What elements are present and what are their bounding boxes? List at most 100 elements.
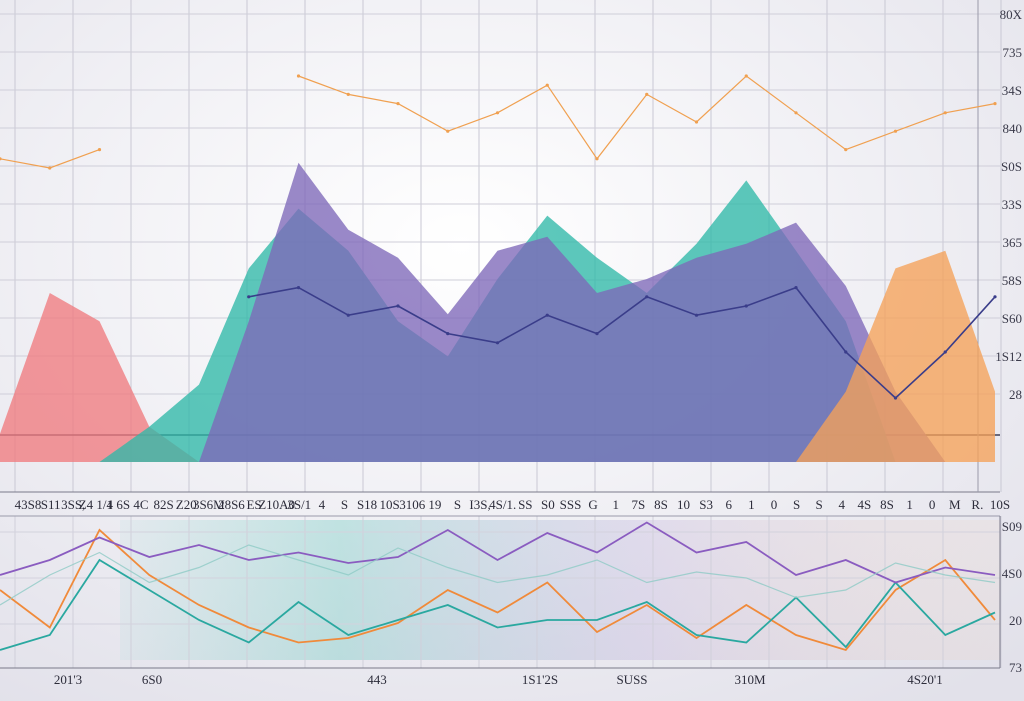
y-tick-label: 4S0 [1002, 566, 1022, 581]
x-tick-label: S11 [41, 497, 61, 512]
line-point [943, 111, 947, 115]
line-point [296, 286, 301, 290]
y-tick-label: 735 [1003, 45, 1023, 60]
y-tick-label: 840 [1003, 121, 1023, 136]
x-tick-label: SUSS [616, 672, 647, 687]
line-point [396, 304, 400, 308]
x-tick-label: 1S1'2S [522, 672, 558, 687]
line-point [247, 295, 251, 299]
x-tick-label: 19 [428, 497, 441, 512]
line-point [794, 111, 798, 115]
bottom-y-ticks: S09 4S0 20 73 [1002, 519, 1022, 675]
x-tick-label: 443 [367, 672, 387, 687]
line-point [446, 129, 450, 133]
x-tick-label: M [949, 497, 961, 512]
line-point [97, 148, 102, 152]
area-series-3 [0, 162, 995, 463]
x-tick-label: 1 [748, 497, 755, 512]
x-tick-label: 4C [133, 497, 148, 512]
x-tick-label: S [816, 497, 823, 512]
x-tick-label: 3S/1 [287, 497, 311, 512]
y-tick-label: 33S [1002, 197, 1022, 212]
line-point [346, 92, 350, 96]
line-point [545, 313, 549, 317]
bottom-lines [0, 521, 996, 652]
top-areas [0, 162, 995, 463]
x-tick-label: I3S, [469, 497, 490, 512]
area-series-4 [0, 250, 995, 462]
line-point [396, 102, 400, 106]
line-point [495, 341, 500, 345]
area-series-1 [0, 293, 995, 462]
x-tick-label: 4S [858, 497, 872, 512]
y-tick-label: 80X [1000, 7, 1023, 22]
x-tick-label: 4S20'1 [907, 672, 943, 687]
line-point [844, 148, 848, 152]
x-tick-label: S [793, 497, 800, 512]
y-tick-label: 58S [1002, 273, 1022, 288]
x-tick-label: 0 [771, 497, 778, 512]
line-series-2 [248, 286, 996, 400]
y-tick-label: 73 [1009, 660, 1022, 675]
line-point [0, 157, 2, 161]
x-tick-label: 4 [319, 497, 326, 512]
line-point [943, 350, 947, 354]
x-tick-label: 6 [725, 497, 732, 512]
line-point [993, 295, 997, 299]
line-point [446, 332, 450, 336]
x-tick-label: S3 [699, 497, 713, 512]
y-tick-label: S09 [1002, 519, 1022, 534]
line-point [595, 332, 599, 336]
line-point [744, 304, 748, 308]
bottom-grid [0, 515, 1002, 669]
x-tick-label: 43S8 [15, 497, 42, 512]
x-tick-label: 1 [612, 497, 619, 512]
line-point [645, 295, 649, 299]
bottom-x-ticks: 201'3 6S0 443 1S1'2S SUSS 310M 4S20'1 [54, 672, 943, 687]
x-tick-label: 10S [990, 497, 1010, 512]
y-tick-label: 28 [1009, 387, 1022, 402]
x-tick-label: 10 [677, 497, 690, 512]
line-point [893, 396, 898, 400]
y-tick-label: 1S12 [995, 349, 1022, 364]
x-tick-label: R. [971, 497, 983, 512]
top-lines [0, 74, 997, 400]
line-point [346, 313, 350, 317]
x-tick-label: Z4 1/4 [79, 497, 114, 512]
line-point [545, 83, 549, 87]
line-point [694, 313, 699, 317]
line-point [694, 120, 699, 124]
y-tick-label: 34S [1002, 83, 1022, 98]
x-tick-label: 3S6M [193, 497, 225, 512]
x-tick-label: 3106 [399, 497, 426, 512]
bottom-series-3 [0, 521, 996, 584]
x-tick-label: 1 [906, 497, 913, 512]
line-point [794, 286, 798, 290]
x-tick-label: G [588, 497, 597, 512]
x-tick-label: 28S6 [218, 497, 245, 512]
x-tick-label: 8S [654, 497, 668, 512]
line-point [645, 92, 649, 96]
x-tick-label: 6S0 [142, 672, 162, 687]
x-tick-label: 7S [631, 497, 645, 512]
y-tick-label: S60 [1002, 311, 1022, 326]
bottom-series-1 [0, 528, 996, 652]
x-tick-label: 201'3 [54, 672, 82, 687]
y-tick-label: 20 [1009, 613, 1022, 628]
x-tick-label: 8S [880, 497, 894, 512]
line-point [844, 350, 848, 354]
line-point [495, 111, 500, 115]
x-tick-label: 0 [929, 497, 936, 512]
x-tick-label: SS [518, 497, 532, 512]
x-tick-label: S [454, 497, 461, 512]
x-tick-label: S18 [357, 497, 377, 512]
y-tick-label: 365 [1003, 235, 1023, 250]
line-point [744, 74, 748, 78]
x-tick-label: 1 6S [107, 497, 130, 512]
x-tick-label: S [341, 497, 348, 512]
top-y-ticks: 80X 735 34S 840 S0S 33S 365 58S S60 1S12 28 [995, 7, 1022, 402]
bottom-series-4 [0, 544, 996, 606]
